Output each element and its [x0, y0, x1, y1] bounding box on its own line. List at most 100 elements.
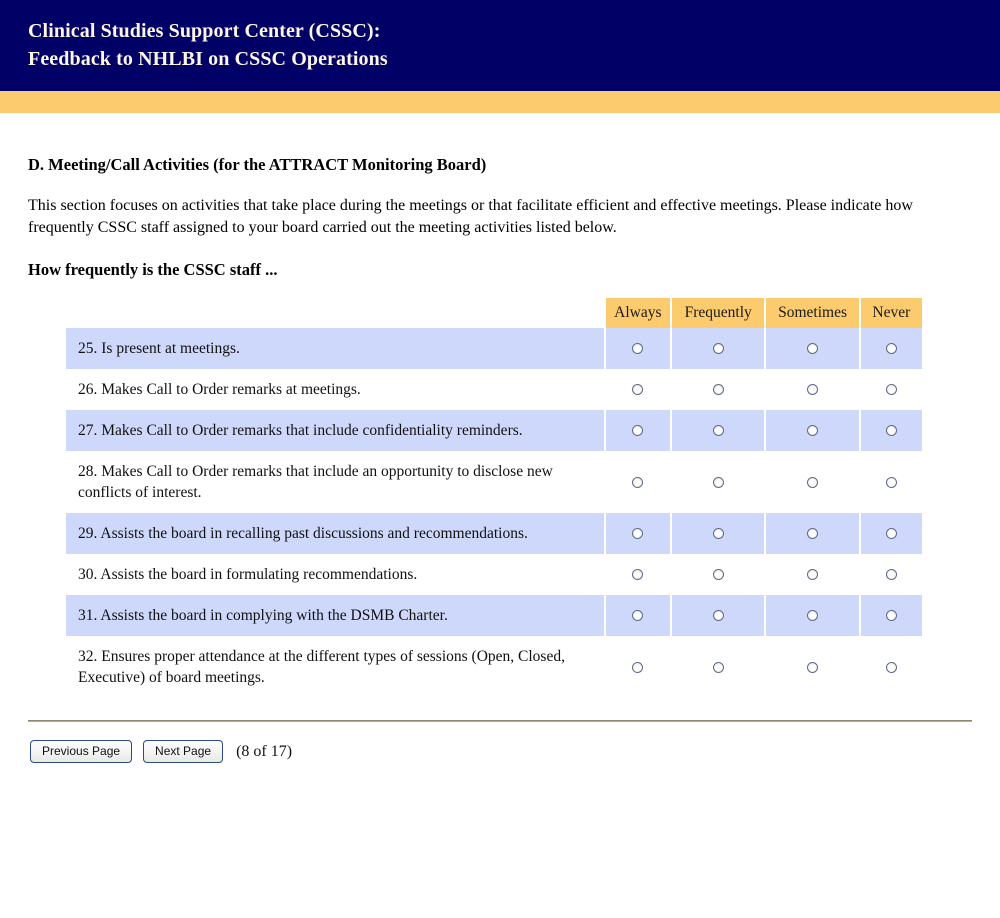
radio-cell-always[interactable]	[605, 451, 670, 513]
radio-button-sometimes[interactable]	[807, 343, 819, 355]
radio-cell-sometimes[interactable]	[766, 595, 859, 636]
radio-cell-never[interactable]	[860, 554, 922, 595]
radio-button-frequently[interactable]	[712, 528, 724, 540]
radio-cell-always[interactable]	[605, 410, 670, 451]
radio-button-frequently[interactable]	[712, 425, 724, 437]
radio-cell-frequently[interactable]	[671, 328, 765, 369]
radio-button-always[interactable]	[632, 569, 644, 581]
radio-cell-never[interactable]	[860, 369, 922, 410]
radio-button-never[interactable]	[885, 425, 897, 437]
radio-cell-frequently[interactable]	[671, 554, 765, 595]
radio-button-never[interactable]	[885, 343, 897, 355]
content-area: D. Meeting/Call Activities (for the ATTR…	[0, 155, 1000, 698]
radio-button-sometimes[interactable]	[807, 661, 819, 673]
radio-cell-sometimes[interactable]	[766, 451, 859, 513]
column-header-sometimes: Sometimes	[766, 298, 859, 328]
radio-button-never[interactable]	[885, 384, 897, 396]
radio-button-always[interactable]	[632, 661, 644, 673]
radio-button-never[interactable]	[885, 569, 897, 581]
question-text: 26. Makes Call to Order remarks at meeti…	[66, 369, 604, 410]
radio-button-frequently[interactable]	[712, 569, 724, 581]
question-text: 30. Assists the board in formulating rec…	[66, 554, 604, 595]
matrix-row: 28. Makes Call to Order remarks that inc…	[66, 451, 922, 513]
radio-button-never[interactable]	[885, 661, 897, 673]
radio-cell-sometimes[interactable]	[766, 328, 859, 369]
radio-cell-never[interactable]	[860, 451, 922, 513]
radio-button-sometimes[interactable]	[807, 476, 819, 488]
radio-cell-frequently[interactable]	[671, 513, 765, 554]
radio-button-sometimes[interactable]	[807, 384, 819, 396]
radio-button-sometimes[interactable]	[807, 610, 819, 622]
radio-button-frequently[interactable]	[712, 343, 724, 355]
matrix-row: 29. Assists the board in recalling past …	[66, 513, 922, 554]
matrix-row: 31. Assists the board in complying with …	[66, 595, 922, 636]
footer-divider	[28, 720, 972, 722]
radio-cell-always[interactable]	[605, 554, 670, 595]
radio-cell-frequently[interactable]	[671, 369, 765, 410]
radio-cell-always[interactable]	[605, 636, 670, 698]
radio-button-always[interactable]	[632, 610, 644, 622]
radio-button-always[interactable]	[632, 425, 644, 437]
radio-cell-sometimes[interactable]	[766, 554, 859, 595]
radio-cell-never[interactable]	[860, 636, 922, 698]
matrix-header-row: Always Frequently Sometimes Never	[66, 298, 922, 328]
matrix-row: 30. Assists the board in formulating rec…	[66, 554, 922, 595]
question-text: 27. Makes Call to Order remarks that inc…	[66, 410, 604, 451]
radio-button-always[interactable]	[632, 476, 644, 488]
radio-button-frequently[interactable]	[712, 610, 724, 622]
matrix-row: 25. Is present at meetings.	[66, 328, 922, 369]
section-intro-text: This section focuses on activities that …	[28, 197, 913, 236]
matrix-row: 26. Makes Call to Order remarks at meeti…	[66, 369, 922, 410]
footer-navigation: Previous Page Next Page (8 of 17)	[30, 740, 1000, 763]
previous-page-button[interactable]: Previous Page	[30, 740, 133, 763]
section-prompt: How frequently is the CSSC staff ...	[28, 260, 278, 279]
radio-cell-never[interactable]	[860, 328, 922, 369]
header-accent-band	[0, 91, 1000, 113]
matrix-body: 25. Is present at meetings. 26. Makes Cal…	[66, 328, 922, 698]
radio-button-always[interactable]	[632, 528, 644, 540]
radio-cell-always[interactable]	[605, 595, 670, 636]
radio-button-never[interactable]	[885, 476, 897, 488]
radio-button-sometimes[interactable]	[807, 528, 819, 540]
question-text: 25. Is present at meetings.	[66, 328, 604, 369]
radio-cell-always[interactable]	[605, 328, 670, 369]
question-text: 32. Ensures proper attendance at the dif…	[66, 636, 604, 698]
radio-button-frequently[interactable]	[712, 384, 724, 396]
radio-cell-sometimes[interactable]	[766, 513, 859, 554]
matrix-row: 32. Ensures proper attendance at the dif…	[66, 636, 922, 698]
radio-button-never[interactable]	[885, 528, 897, 540]
section-heading: D. Meeting/Call Activities (for the ATTR…	[28, 155, 487, 174]
radio-cell-always[interactable]	[605, 369, 670, 410]
radio-button-sometimes[interactable]	[807, 569, 819, 581]
radio-cell-frequently[interactable]	[671, 595, 765, 636]
matrix-corner-cell	[66, 298, 604, 328]
next-page-button[interactable]: Next Page	[143, 740, 224, 763]
frequency-matrix-table: Always Frequently Sometimes Never 25. Is…	[64, 298, 924, 698]
radio-cell-frequently[interactable]	[671, 410, 765, 451]
page-counter: (8 of 17)	[236, 742, 293, 760]
matrix-header: Always Frequently Sometimes Never	[66, 298, 922, 328]
column-header-never: Never	[860, 298, 922, 328]
radio-button-frequently[interactable]	[712, 661, 724, 673]
radio-button-always[interactable]	[632, 384, 644, 396]
radio-cell-never[interactable]	[860, 595, 922, 636]
question-text: 31. Assists the board in complying with …	[66, 595, 604, 636]
matrix-row: 27. Makes Call to Order remarks that inc…	[66, 410, 922, 451]
radio-cell-frequently[interactable]	[671, 636, 765, 698]
question-text: 29. Assists the board in recalling past …	[66, 513, 604, 554]
radio-cell-never[interactable]	[860, 513, 922, 554]
radio-cell-sometimes[interactable]	[766, 636, 859, 698]
site-header: Clinical Studies Support Center (CSSC): …	[0, 0, 1000, 91]
radio-cell-sometimes[interactable]	[766, 410, 859, 451]
radio-button-always[interactable]	[632, 343, 644, 355]
radio-cell-sometimes[interactable]	[766, 369, 859, 410]
question-text: 28. Makes Call to Order remarks that inc…	[66, 451, 604, 513]
radio-button-sometimes[interactable]	[807, 425, 819, 437]
radio-cell-frequently[interactable]	[671, 451, 765, 513]
radio-button-frequently[interactable]	[712, 476, 724, 488]
column-header-always: Always	[605, 298, 670, 328]
radio-cell-never[interactable]	[860, 410, 922, 451]
radio-button-never[interactable]	[885, 610, 897, 622]
page-title: Clinical Studies Support Center (CSSC): …	[28, 20, 388, 70]
radio-cell-always[interactable]	[605, 513, 670, 554]
